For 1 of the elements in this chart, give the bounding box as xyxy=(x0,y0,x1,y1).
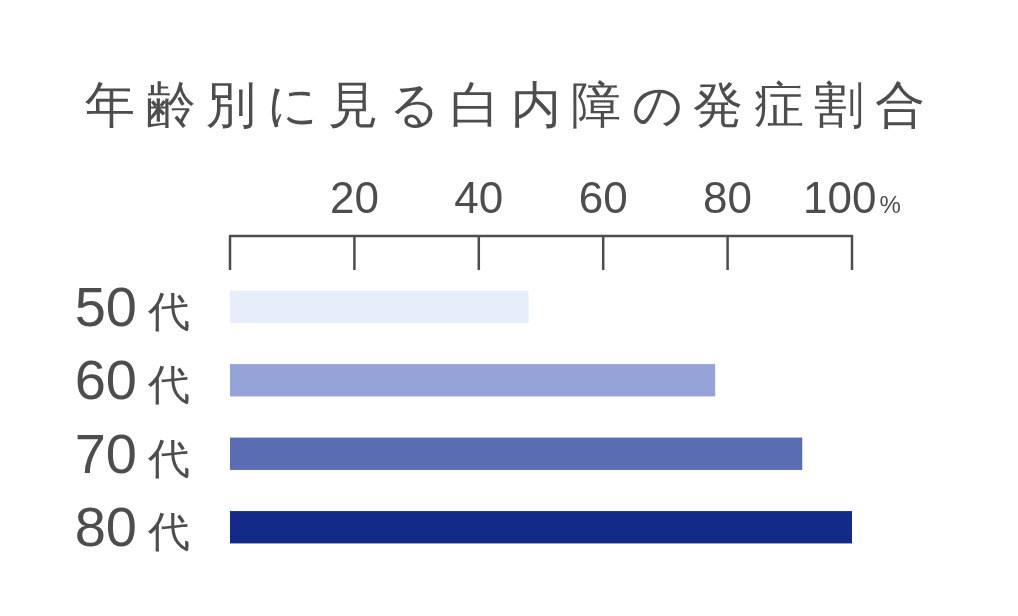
title: 年齢別に見る白内障の発症割合 xyxy=(85,77,935,133)
